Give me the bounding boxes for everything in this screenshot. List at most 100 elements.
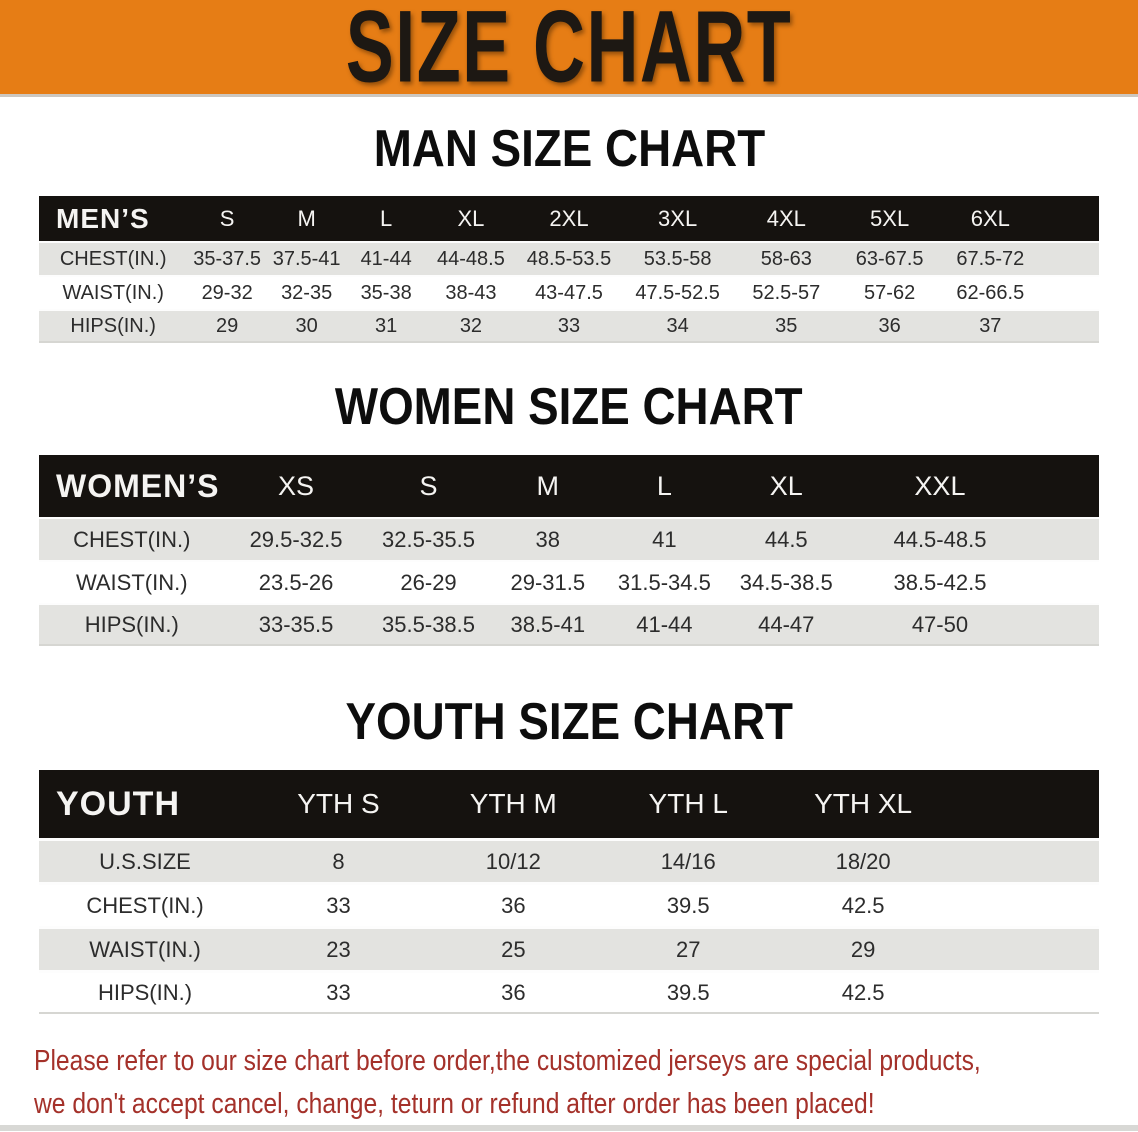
table-cell: 14/16 — [600, 838, 776, 882]
column-header: YTH L — [648, 788, 728, 819]
table-cell: 25 — [425, 926, 601, 970]
column-header: S — [219, 205, 235, 231]
table-cell: 42.5 — [775, 882, 951, 926]
table-cell: 63-67.5 — [839, 241, 940, 275]
table-cell: 43-47.5 — [515, 275, 622, 309]
table-cell: 42.5 — [775, 970, 951, 1014]
table-row: WAIST(IN.) 23.5-26 26-29 29-31.5 31.5-34… — [39, 560, 1099, 603]
column-header: YTH M — [469, 788, 557, 819]
row-label: U.S.SIZE — [39, 838, 251, 882]
size-chart-banner: SIZE CHART — [0, 0, 1138, 105]
table-cell: 33-35.5 — [224, 603, 368, 646]
table-cell: 53.5-58 — [621, 241, 734, 275]
table-cell: 36 — [839, 309, 940, 343]
header-filler — [951, 770, 1099, 838]
table-cell: 29 — [775, 926, 951, 970]
table-cell-filler — [1040, 241, 1099, 275]
table-cell: 37.5-41 — [266, 241, 347, 275]
table-cell: 38-43 — [425, 275, 516, 309]
row-label: WAIST(IN.) — [39, 926, 251, 970]
table-cell-filler — [950, 882, 1099, 926]
row-label: WAIST(IN.) — [39, 560, 225, 603]
table-cell: 37 — [939, 309, 1041, 343]
column-header: XS — [278, 470, 315, 501]
table-cell: 31.5-34.5 — [606, 560, 723, 603]
row-label: CHEST(IN.) — [39, 241, 188, 275]
table-row: WAIST(IN.) 23 25 27 29 — [39, 926, 1099, 970]
row-label: HIPS(IN.) — [39, 603, 225, 646]
table-cell: 44.5-48.5 — [849, 517, 1031, 560]
row-label: CHEST(IN.) — [39, 517, 225, 560]
men-section-heading-text: MAN SIZE CHART — [373, 120, 765, 178]
row-label: HIPS(IN.) — [39, 970, 251, 1014]
table-cell: 33 — [515, 309, 622, 343]
column-header: L — [380, 205, 393, 231]
table-cell: 39.5 — [600, 882, 776, 926]
table-cell: 35.5-38.5 — [367, 603, 490, 646]
youth-size-table: YOUTH YTH S YTH M YTH L YTH XL U.S.SIZE … — [39, 770, 1099, 1014]
table-cell: 67.5-72 — [939, 241, 1041, 275]
table-row: HIPS(IN.) 33-35.5 35.5-38.5 38.5-41 41-4… — [39, 603, 1099, 646]
column-header: L — [656, 470, 672, 501]
column-header: XL — [769, 470, 803, 501]
table-cell: 18/20 — [775, 838, 951, 882]
column-header: 3XL — [658, 205, 698, 231]
table-cell-filler — [1040, 275, 1099, 309]
header-filler — [1041, 196, 1099, 241]
table-cell: 44-48.5 — [425, 241, 516, 275]
table-cell-filler — [950, 970, 1099, 1014]
table-cell: 36 — [425, 970, 601, 1014]
table-row: CHEST(IN.) 29.5-32.5 32.5-35.5 38 41 44.… — [39, 517, 1099, 560]
table-cell: 34.5-38.5 — [722, 560, 850, 603]
table-cell: 38 — [489, 517, 607, 560]
column-header: YTH XL — [814, 788, 913, 819]
column-header: M — [297, 205, 316, 231]
column-header: 5XL — [870, 205, 910, 231]
table-cell: 8 — [251, 838, 426, 882]
men-section-heading: MAN SIZE CHART — [0, 123, 1138, 175]
column-header: XXL — [914, 470, 966, 501]
table-cell: 23.5-26 — [224, 560, 368, 603]
table-cell: 29-32 — [187, 275, 267, 309]
row-label: CHEST(IN.) — [39, 882, 251, 926]
table-row: CHEST(IN.) 33 36 39.5 42.5 — [39, 882, 1099, 926]
table-cell: 29.5-32.5 — [224, 517, 368, 560]
table-row: CHEST(IN.) 35-37.5 37.5-41 41-44 44-48.5… — [39, 241, 1099, 275]
column-header: 4XL — [766, 205, 806, 231]
table-row: U.S.SIZE 8 10/12 14/16 18/20 — [39, 838, 1099, 882]
women-header-row: WOMEN’S XS S M L XL XXL — [39, 455, 1099, 517]
table-cell-filler — [950, 838, 1099, 882]
table-cell: 35-37.5 — [187, 241, 267, 275]
table-cell: 35 — [733, 309, 840, 343]
column-header: YTH S — [297, 788, 380, 819]
table-cell-filler — [950, 926, 1099, 970]
youth-header-row: YOUTH YTH S YTH M YTH L YTH XL — [39, 770, 1099, 838]
table-cell: 29-31.5 — [489, 560, 607, 603]
table-cell: 41 — [606, 517, 723, 560]
men-header-row: MEN’S S M L XL 2XL 3XL 4XL 5XL 6XL — [39, 196, 1099, 241]
disclaimer-line-2: we don't accept cancel, change, teturn o… — [34, 1088, 875, 1120]
table-row: WAIST(IN.) 29-32 32-35 35-38 38-43 43-47… — [39, 275, 1099, 309]
table-cell: 36 — [425, 882, 601, 926]
column-header: M — [536, 470, 560, 501]
table-cell: 33 — [251, 882, 426, 926]
banner-title: SIZE CHART — [345, 0, 793, 105]
women-section-heading: WOMEN SIZE CHART — [0, 381, 1138, 433]
table-cell: 35-38 — [346, 275, 426, 309]
table-cell: 47-50 — [849, 603, 1031, 646]
table-cell: 34 — [621, 309, 734, 343]
table-cell: 10/12 — [425, 838, 601, 882]
table-cell: 62-66.5 — [939, 275, 1041, 309]
table-cell: 38.5-41 — [489, 603, 607, 646]
table-cell: 52.5-57 — [733, 275, 840, 309]
table-cell: 38.5-42.5 — [849, 560, 1031, 603]
table-cell: 32 — [425, 309, 516, 343]
men-size-table: MEN’S S M L XL 2XL 3XL 4XL 5XL 6XL CHEST… — [39, 196, 1099, 343]
table-cell: 23 — [251, 926, 426, 970]
column-header: XL — [457, 205, 485, 231]
table-cell: 29 — [187, 309, 267, 343]
women-section-heading-text: WOMEN SIZE CHART — [335, 378, 803, 436]
women-size-table: WOMEN’S XS S M L XL XXL CHEST(IN.) 29.5-… — [39, 455, 1099, 646]
table-cell: 32-35 — [266, 275, 347, 309]
table-cell: 39.5 — [600, 970, 776, 1014]
